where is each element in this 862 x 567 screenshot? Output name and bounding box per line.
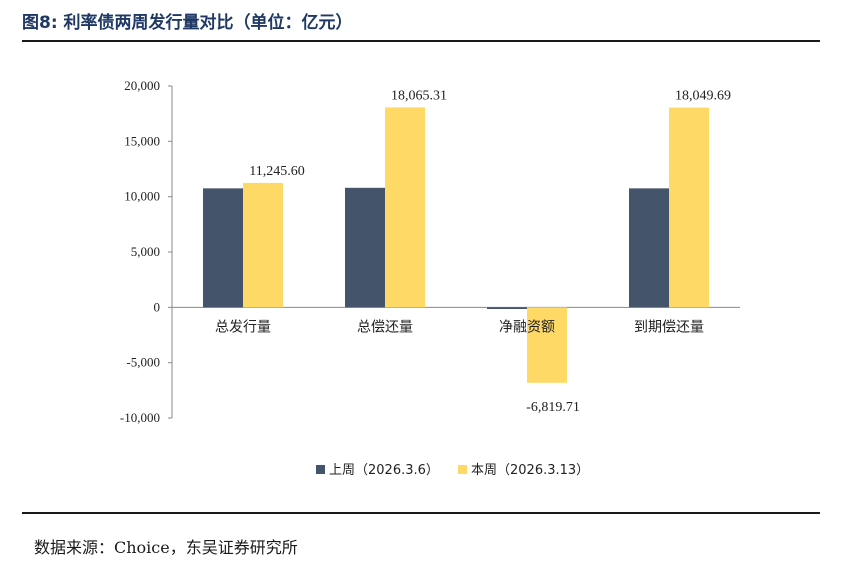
y-tick-label: 0 [154,299,161,314]
y-tick-label: -10,000 [120,410,160,425]
y-tick-label: -5,000 [126,355,160,370]
figure-title: 图8: 利率债两周发行量对比（单位：亿元） [22,13,353,33]
category-label: 总偿还量 [357,319,413,335]
bar-prev [629,188,669,308]
data-label: -6,819.71 [526,400,580,415]
data-label: 18,049.69 [675,89,731,104]
bottom-rule [22,512,820,514]
bar-curr [527,307,567,383]
bar-curr [243,182,283,308]
category-label: 总发行量 [215,319,271,335]
category-label: 净融资额 [499,319,555,335]
data-label: 18,065.31 [391,88,447,103]
y-tick-label: 5,000 [131,244,160,259]
legend-swatch [316,465,325,474]
bar-curr [669,107,709,308]
bar-prev [203,188,243,308]
bar-curr [385,107,425,308]
top-rule [22,40,820,42]
bar-prev [345,187,385,308]
legend-label: 本周（2026.3.13） [471,463,589,478]
y-tick-label: 10,000 [124,189,160,204]
legend-swatch [458,465,467,474]
data-label: 11,245.60 [249,164,304,179]
source-note: 数据来源：Choice，东吴证券研究所 [34,538,298,557]
legend-label: 上周（2026.3.6） [329,463,439,478]
y-tick-label: 20,000 [124,78,160,93]
category-label: 到期偿还量 [634,319,704,335]
y-tick-label: 15,000 [124,133,160,148]
bar-prev [487,307,527,309]
